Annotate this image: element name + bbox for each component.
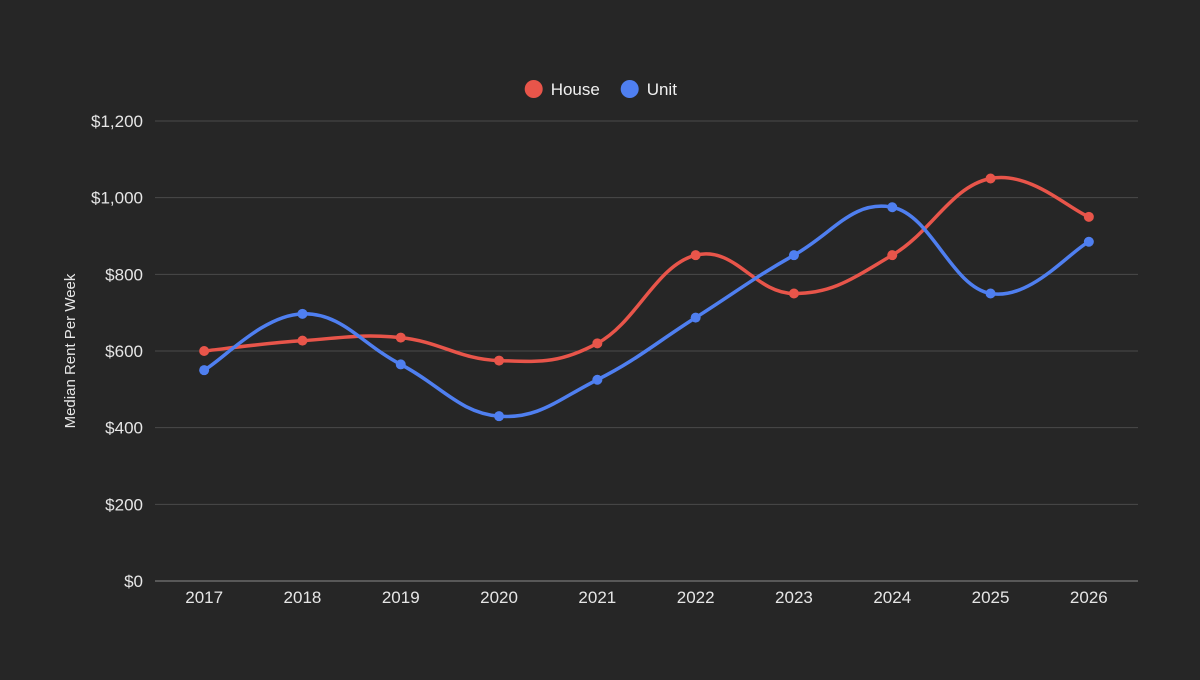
data-point-house <box>592 338 603 349</box>
x-tick-label: 2025 <box>972 588 1010 607</box>
data-point-house <box>494 355 505 366</box>
series-layer <box>199 173 1094 422</box>
series-line-house <box>202 175 1091 364</box>
data-point-house <box>690 250 701 261</box>
grid-layer <box>155 120 1138 582</box>
data-point-house <box>788 288 799 299</box>
x-tick-label: 2024 <box>873 588 911 607</box>
series-unit <box>199 202 1094 422</box>
data-point-unit <box>887 202 898 213</box>
y-axis-title: Median Rent Per Week <box>62 273 79 428</box>
data-point-unit <box>690 312 701 323</box>
data-point-unit <box>494 411 505 422</box>
data-point-unit <box>788 250 799 261</box>
x-tick-label: 2021 <box>578 588 616 607</box>
y-tick-label: $0 <box>124 572 143 591</box>
data-point-unit <box>592 374 603 385</box>
data-point-house <box>395 332 406 343</box>
data-point-unit <box>199 365 210 376</box>
x-axis-ticks: 2017 2018 2019 2020 2021 2022 2023 2024 2025 2026 <box>185 588 1108 607</box>
x-tick-label: 2019 <box>382 588 420 607</box>
data-point-house <box>887 250 898 261</box>
legend: House Unit <box>524 80 678 99</box>
data-point-house <box>1083 211 1094 222</box>
y-tick-label: $200 <box>105 495 143 514</box>
x-tick-label: 2026 <box>1070 588 1108 607</box>
data-point-unit <box>1083 236 1094 247</box>
data-point-unit <box>395 359 406 370</box>
data-point-unit <box>985 288 996 299</box>
series-house <box>199 173 1094 366</box>
series-line-unit <box>202 204 1091 419</box>
y-tick-label: $1,000 <box>91 189 143 208</box>
x-tick-label: 2018 <box>284 588 322 607</box>
x-tick-label: 2022 <box>677 588 715 607</box>
y-axis-ticks: $0 $200 $400 $600 $800 $1,000 $1,200 <box>91 112 143 591</box>
legend-label-house: House <box>551 80 600 99</box>
legend-marker-unit <box>620 80 639 98</box>
legend-label-unit: Unit <box>647 80 678 99</box>
data-point-unit <box>297 308 308 319</box>
y-tick-label: $1,200 <box>91 112 143 131</box>
x-tick-label: 2023 <box>775 588 813 607</box>
data-point-house <box>297 335 308 346</box>
legend-marker-house <box>524 80 543 98</box>
x-tick-label: 2017 <box>185 588 223 607</box>
data-point-house <box>199 346 210 356</box>
y-tick-label: $600 <box>105 342 143 361</box>
y-tick-label: $800 <box>105 265 143 284</box>
x-tick-label: 2020 <box>480 588 518 607</box>
data-point-house <box>985 173 996 184</box>
y-tick-label: $400 <box>105 419 143 438</box>
